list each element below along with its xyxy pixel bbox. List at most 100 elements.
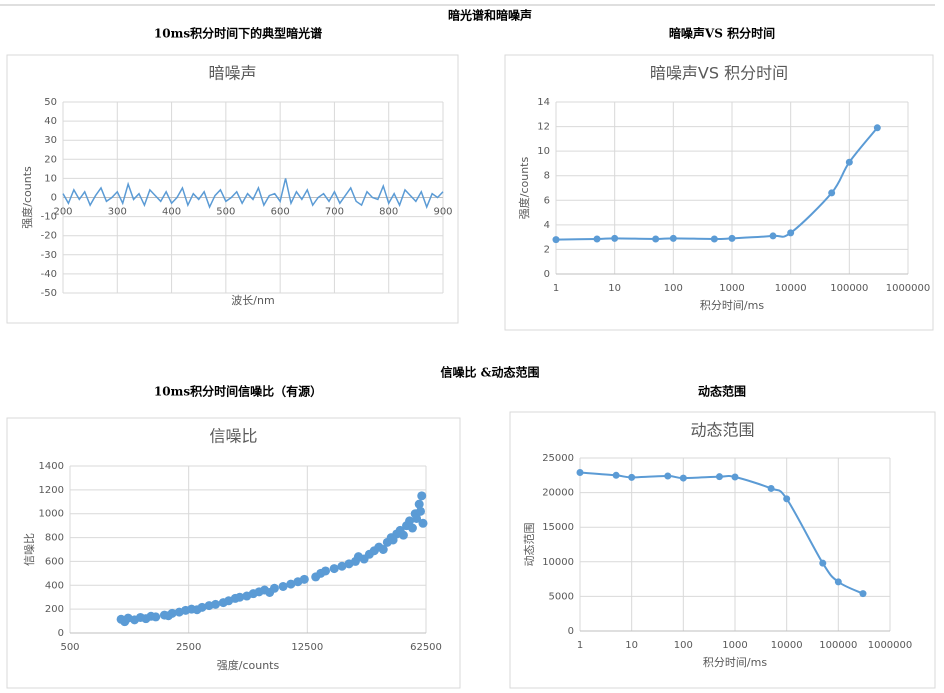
y-tick-label: 0: [568, 626, 574, 637]
x-tick-label: 1000: [722, 640, 747, 651]
y-tick-label: 8: [544, 171, 550, 182]
y-tick-label: -50: [41, 288, 57, 299]
x-axis-label: 积分时间/ms: [703, 656, 767, 669]
data-point: [405, 516, 415, 526]
y-tick-label: 1400: [39, 461, 64, 472]
chart-heading: 10ms积分时间信噪比（有源）: [154, 384, 322, 399]
x-tick-label: 10: [608, 283, 621, 294]
y-tick-label: 40: [44, 116, 57, 127]
data-point: [731, 473, 739, 481]
x-tick-label: 1000000: [886, 283, 931, 294]
y-tick-label: 14: [537, 97, 550, 108]
x-tick-label: 12500: [291, 642, 323, 653]
y-tick-label: 0: [544, 269, 550, 280]
data-point: [414, 499, 424, 509]
data-point: [415, 506, 425, 516]
data-point: [787, 229, 795, 237]
data-point: [715, 473, 723, 481]
chart-heading: 10ms积分时间下的典型暗光谱: [154, 26, 322, 41]
x-axis-label: 积分时间/ms: [700, 299, 764, 312]
x-tick-label: 900: [433, 207, 452, 218]
data-point: [299, 574, 309, 584]
y-tick-label: 10: [537, 146, 550, 157]
data-point: [710, 235, 718, 243]
data-point: [197, 602, 207, 612]
data-point: [167, 608, 177, 618]
data-point: [873, 124, 881, 132]
y-axis-label: 强度/counts: [20, 166, 34, 229]
y-tick-label: -40: [41, 269, 57, 280]
x-tick-label: 200: [53, 207, 72, 218]
x-tick-label: 100000: [819, 640, 857, 651]
data-point: [845, 158, 853, 166]
y-tick-label: 400: [45, 580, 64, 591]
section-title: 信噪比 &动态范围: [440, 365, 539, 380]
chart-title: 信噪比: [209, 427, 257, 446]
chart-heading: 暗噪声VS 积分时间: [669, 26, 775, 41]
data-line: [62, 178, 444, 210]
data-point: [834, 578, 842, 586]
x-tick-label: 800: [379, 207, 398, 218]
data-point: [859, 590, 867, 598]
y-tick-label: 0: [51, 193, 57, 204]
data-point: [211, 599, 221, 609]
x-tick-label: 1000: [719, 283, 744, 294]
x-tick-label: 600: [271, 207, 290, 218]
chart-title: 动态范围: [690, 421, 754, 440]
data-point: [151, 612, 161, 622]
data-point: [337, 561, 347, 571]
x-tick-label: 10: [625, 640, 638, 651]
data-point: [628, 473, 636, 481]
y-tick-label: -10: [41, 212, 57, 223]
x-tick-label: 1000000: [868, 640, 913, 651]
y-tick-label: 0: [58, 628, 64, 639]
x-tick-label: 400: [162, 207, 181, 218]
x-tick-label: 100000: [830, 283, 868, 294]
data-point: [329, 564, 339, 574]
y-tick-label: 30: [44, 135, 57, 146]
chart-frame: [6, 54, 459, 324]
y-tick-label: 200: [45, 604, 64, 615]
x-tick-label: 700: [325, 207, 344, 218]
y-tick-label: 1000: [39, 509, 64, 520]
data-point: [398, 530, 408, 540]
chart-title: 暗噪声VS 积分时间: [650, 64, 788, 83]
y-tick-label: 5000: [549, 591, 574, 602]
y-tick-label: 6: [544, 195, 550, 206]
y-tick-label: -20: [41, 231, 57, 242]
x-tick-label: 300: [108, 207, 127, 218]
data-point: [664, 472, 672, 480]
data-point: [407, 523, 417, 533]
data-point: [417, 491, 427, 501]
y-tick-label: 15000: [542, 522, 574, 533]
x-tick-label: 62500: [410, 642, 442, 653]
data-point: [728, 234, 736, 242]
section-title: 暗光谱和暗噪声: [448, 8, 532, 23]
chart-title: 暗噪声: [208, 64, 256, 83]
y-axis-label: 强度/counts: [517, 157, 531, 220]
x-tick-label: 500: [60, 642, 79, 653]
y-tick-label: 20: [44, 154, 57, 165]
y-tick-label: 10000: [542, 557, 574, 568]
y-axis-label: 信噪比: [23, 533, 36, 566]
y-tick-label: 600: [45, 556, 64, 567]
x-axis-label: 波长/nm: [231, 294, 274, 307]
data-point: [819, 559, 827, 567]
data-point: [235, 592, 245, 602]
x-tick-label: 1: [577, 640, 583, 651]
y-tick-label: 10: [44, 173, 57, 184]
y-tick-label: 25000: [542, 453, 574, 464]
data-point: [669, 234, 677, 242]
x-axis-label: 强度/counts: [217, 658, 280, 672]
data-point: [412, 513, 422, 523]
chart-frame: [504, 54, 934, 331]
data-point: [418, 518, 428, 528]
y-tick-label: 50: [44, 97, 57, 108]
x-tick-label: 1: [553, 283, 559, 294]
data-point: [652, 235, 660, 243]
data-point: [576, 469, 584, 477]
data-point: [783, 495, 791, 503]
x-tick-label: 100: [674, 640, 693, 651]
data-point: [278, 581, 288, 591]
y-tick-label: -30: [41, 250, 57, 261]
